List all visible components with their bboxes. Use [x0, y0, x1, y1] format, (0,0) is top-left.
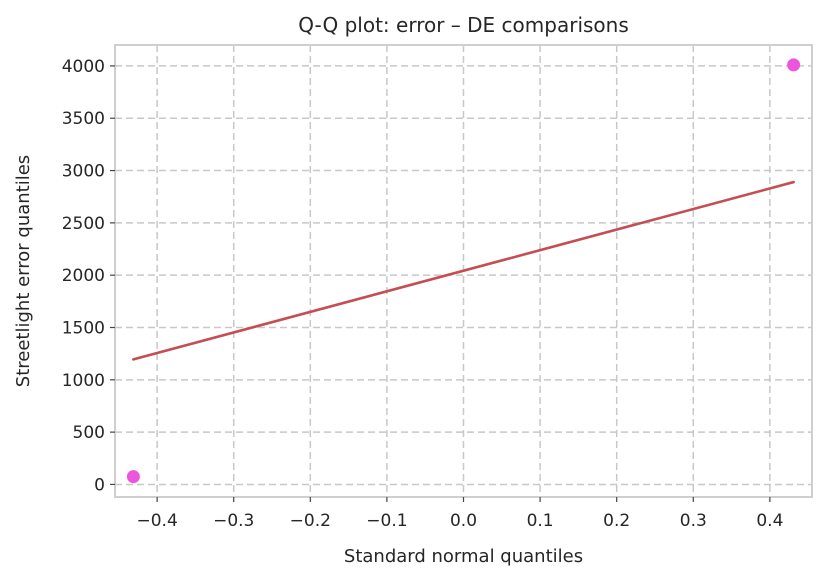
chart-title: Q-Q plot: error – DE comparisons — [298, 13, 629, 37]
x-tick-label: 0.1 — [527, 511, 554, 531]
y-tick-label: 1500 — [62, 319, 105, 339]
x-tick-label: −0.2 — [290, 511, 331, 531]
y-tick-label: 4000 — [62, 57, 105, 77]
y-tick-label: 2000 — [62, 266, 105, 286]
data-point — [126, 470, 140, 484]
x-tick-label: 0.0 — [450, 511, 477, 531]
y-tick-label: 1000 — [62, 371, 105, 391]
y-tick-label: 2500 — [62, 214, 105, 234]
data-points-layer — [126, 58, 801, 484]
grid-layer — [115, 45, 812, 497]
x-tick-label: 0.2 — [603, 511, 630, 531]
x-tick-label: 0.3 — [680, 511, 707, 531]
y-axis-title: Streetlight error quantiles — [13, 155, 34, 387]
reference-line — [132, 180, 795, 361]
data-point — [787, 58, 801, 72]
x-tick-label: 0.4 — [756, 511, 783, 531]
tick-layer: −0.4 −0.3 −0.2 −0.1 0.0 0.1 0.2 0.3 0.4 0 500 1000 1… — [62, 57, 784, 531]
y-tick-label: 3500 — [62, 109, 105, 129]
x-tick-label: −0.4 — [136, 511, 177, 531]
x-axis-title: Standard normal quantiles — [344, 546, 583, 567]
x-tick-label: −0.1 — [366, 511, 407, 531]
reference-line-layer — [132, 180, 795, 361]
y-tick-label: 3000 — [62, 162, 105, 182]
y-tick-label: 500 — [73, 423, 105, 443]
y-tick-label: 0 — [94, 475, 105, 495]
x-tick-label: −0.3 — [213, 511, 254, 531]
